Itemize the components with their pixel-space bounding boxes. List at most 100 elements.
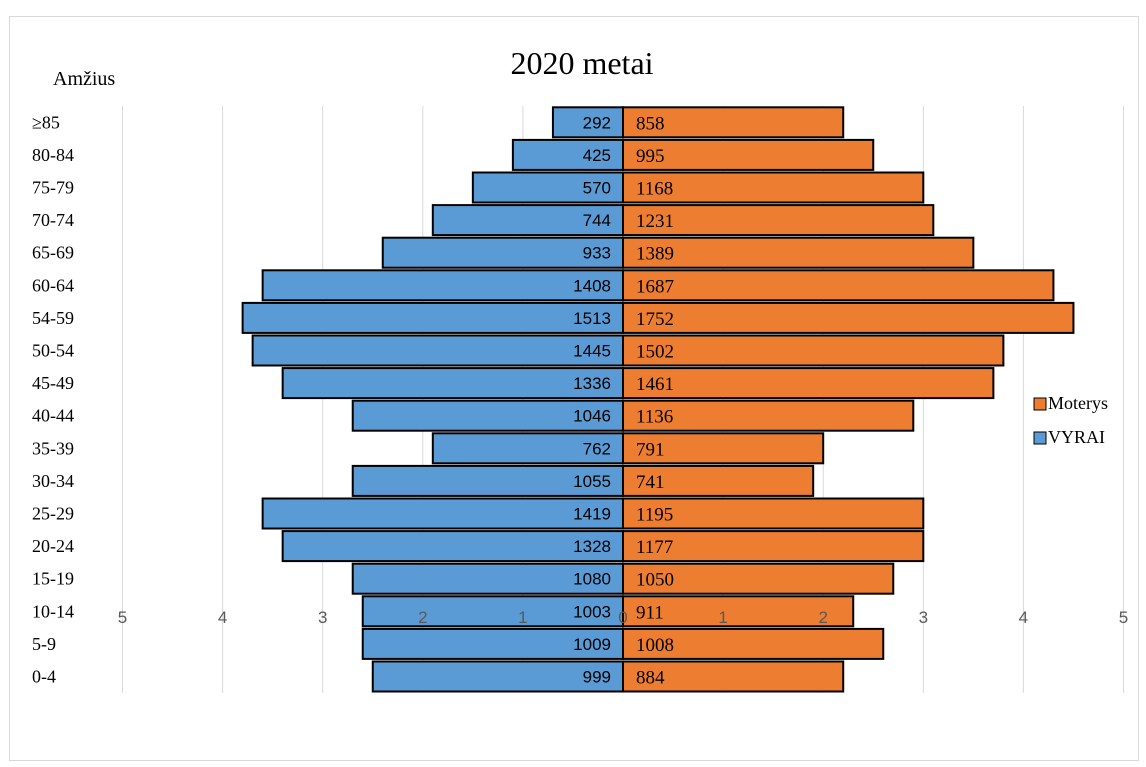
legend-swatch	[1033, 397, 1047, 411]
gridlines	[122, 106, 1124, 693]
category-label: 40-44	[32, 406, 74, 426]
bar-vyrai	[351, 399, 624, 432]
category-label: 45-49	[32, 373, 74, 393]
bar-moterys	[622, 497, 925, 530]
bar-vyrai	[551, 106, 624, 139]
category-label: 20-24	[32, 536, 74, 556]
category-label: 54-59	[32, 308, 74, 328]
bar-moterys	[622, 432, 825, 465]
x-tick-label: 1	[718, 608, 727, 627]
data-label-moterys: 858	[636, 113, 665, 134]
data-label-moterys: 911	[636, 602, 664, 623]
data-label-moterys: 741	[636, 472, 665, 493]
category-label: 75-79	[32, 178, 74, 198]
category-labels: ≥85 80-84 75-79 70-74 65-69 60-64 54-59 50-54 45…	[32, 112, 74, 686]
category-label: ≥85	[32, 112, 60, 132]
bar-moterys	[622, 301, 1075, 334]
x-tick-label: 1	[518, 608, 527, 627]
x-tick-label: 4	[218, 608, 227, 627]
bar-vyrai	[471, 171, 624, 204]
x-tick-label: 3	[919, 608, 928, 627]
data-label-vyrai: 744	[583, 211, 611, 230]
chart-frame: 292 858 425 995 570 1168 744 1231 933 1389 1408 168…	[9, 16, 1139, 761]
legend-swatch	[1033, 431, 1047, 445]
bar-moterys	[622, 399, 915, 432]
x-tick-label: 5	[118, 608, 127, 627]
bar-vyrai	[351, 562, 624, 595]
data-label-moterys: 995	[636, 146, 665, 167]
bar-moterys	[622, 204, 935, 237]
data-label-moterys: 1195	[636, 505, 673, 526]
x-tick-label: 0	[618, 608, 627, 627]
chart-title: 2020 metai	[510, 45, 653, 81]
data-label-vyrai: 933	[583, 244, 611, 263]
legend-label: VYRAI	[1048, 427, 1105, 447]
x-tick-label: 2	[418, 608, 427, 627]
x-tick-label: 3	[318, 608, 327, 627]
bar-vyrai	[241, 301, 624, 334]
data-label-moterys: 1461	[636, 374, 674, 395]
data-label-moterys: 884	[636, 668, 665, 689]
data-label-moterys: 1502	[636, 342, 674, 363]
x-tick-labels: 5 4 3 2 1 0 1 2 3 4 5	[118, 608, 1128, 627]
data-label-vyrai: 762	[583, 439, 611, 458]
bar-vyrai	[251, 334, 624, 367]
data-label-moterys: 1389	[636, 244, 674, 265]
x-tick-label: 2	[818, 608, 827, 627]
data-label-vyrai: 1408	[573, 276, 611, 295]
bar-moterys	[622, 595, 855, 628]
legend-label: Moterys	[1048, 393, 1108, 413]
category-label: 30-34	[32, 471, 74, 491]
data-label-vyrai: 1003	[573, 602, 611, 621]
data-label-moterys: 1231	[636, 211, 674, 232]
bar-vyrai	[261, 269, 624, 302]
data-label-moterys: 1177	[636, 537, 673, 558]
bars	[241, 106, 1075, 693]
data-label-moterys: 1008	[636, 635, 674, 656]
category-label: 60-64	[32, 275, 74, 295]
bar-vyrai	[431, 432, 624, 465]
data-label-moterys: 1687	[636, 276, 674, 297]
bar-vyrai	[371, 660, 624, 693]
data-label-moterys: 1168	[636, 179, 673, 200]
y-axis-title: Amžius	[53, 68, 115, 90]
x-tick-label: 5	[1119, 608, 1128, 627]
bar-vyrai	[351, 464, 624, 497]
data-label-vyrai: 1419	[573, 505, 611, 524]
category-label: 5-9	[32, 634, 56, 654]
data-label-vyrai: 1055	[573, 472, 611, 491]
bar-moterys	[622, 334, 1005, 367]
bar-vyrai	[381, 236, 625, 269]
bar-moterys	[622, 530, 925, 563]
category-label: 25-29	[32, 504, 74, 524]
category-label: 35-39	[32, 438, 74, 458]
data-label-vyrai: 1336	[573, 374, 611, 393]
data-label-vyrai: 292	[583, 113, 611, 132]
bar-moterys	[622, 660, 845, 693]
bar-moterys	[622, 236, 975, 269]
category-label: 70-74	[32, 210, 74, 230]
legend: Moterys VYRAI	[1033, 393, 1108, 447]
data-label-vyrai: 1046	[573, 407, 611, 426]
bar-moterys	[622, 106, 845, 139]
data-label-moterys: 1752	[636, 309, 674, 330]
bar-moterys	[622, 269, 1055, 302]
data-label-vyrai: 1513	[573, 309, 611, 328]
data-label-vyrai: 1009	[573, 635, 611, 654]
data-label-vyrai: 999	[583, 668, 611, 687]
category-label: 0-4	[32, 667, 56, 687]
bar-vyrai	[281, 530, 624, 563]
data-labels: 292 858 425 995 570 1168 744 1231 933 1389 1408 168…	[573, 113, 674, 688]
category-label: 80-84	[32, 145, 74, 165]
bar-vyrai	[431, 204, 624, 237]
bar-vyrai	[361, 595, 624, 628]
bar-moterys	[622, 562, 895, 595]
category-label: 50-54	[32, 341, 74, 361]
data-label-moterys: 791	[636, 439, 665, 460]
data-label-vyrai: 1445	[573, 342, 611, 361]
data-label-moterys: 1136	[636, 407, 673, 428]
bar-moterys	[622, 138, 875, 171]
bar-moterys	[622, 367, 995, 400]
bar-vyrai	[281, 367, 624, 400]
